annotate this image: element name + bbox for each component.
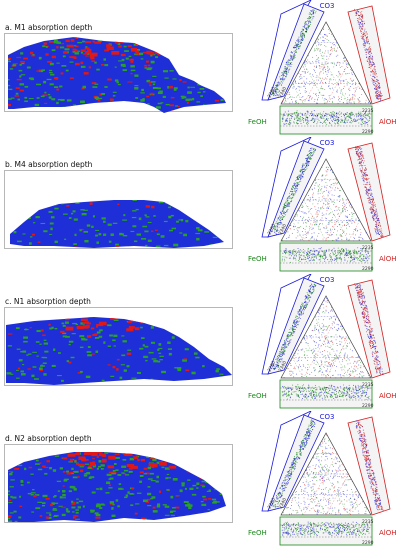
absorption-depth-map <box>4 33 232 111</box>
panel-2: b. M4 absorption depth CO3 FeOH AlOH 2235 229… <box>0 137 407 271</box>
label-co3: CO3 <box>320 2 335 10</box>
tick-label: 2290 <box>362 266 374 272</box>
panel-title: c. N1 absorption depth <box>5 297 91 306</box>
absorption-depth-map <box>4 307 232 385</box>
label-feoh: FeOH <box>248 529 267 537</box>
co3-aloh-side-plot <box>348 280 390 378</box>
panel-title: b. M4 absorption depth <box>5 160 92 169</box>
label-co3: CO3 <box>320 139 335 147</box>
terrain-surface <box>8 37 226 113</box>
label-co3: CO3 <box>320 413 335 421</box>
label-aloh: AlOH <box>379 118 397 126</box>
co3-aloh-side-plot <box>348 6 390 104</box>
tick-label: 2235 <box>362 108 374 114</box>
label-co3: CO3 <box>320 276 335 284</box>
label-feoh: FeOH <box>248 118 267 126</box>
absorption-depth-map <box>4 444 232 522</box>
label-feoh: FeOH <box>248 255 267 263</box>
terrain-surface <box>6 317 232 385</box>
panel-title: a. M1 absorption depth <box>5 23 92 32</box>
co3-aloh-side-plot <box>348 143 390 241</box>
tick-label: 2290 <box>362 403 374 409</box>
panel-1: a. M1 absorption depth CO3 FeOH AlOH 2235 229… <box>0 0 407 134</box>
label-feoh: FeOH <box>248 392 267 400</box>
tick-label: 2290 <box>362 129 374 135</box>
tick-label: 2235 <box>362 245 374 251</box>
feoh-aloh-bottom-plot <box>280 380 372 408</box>
absorption-depth-map <box>4 170 232 248</box>
feoh-aloh-bottom-plot <box>280 106 372 134</box>
tick-label: 2290 <box>362 540 374 546</box>
label-aloh: AlOH <box>379 392 397 400</box>
panel-title: d. N2 absorption depth <box>5 434 92 443</box>
label-aloh: AlOH <box>379 529 397 537</box>
label-aloh: AlOH <box>379 255 397 263</box>
